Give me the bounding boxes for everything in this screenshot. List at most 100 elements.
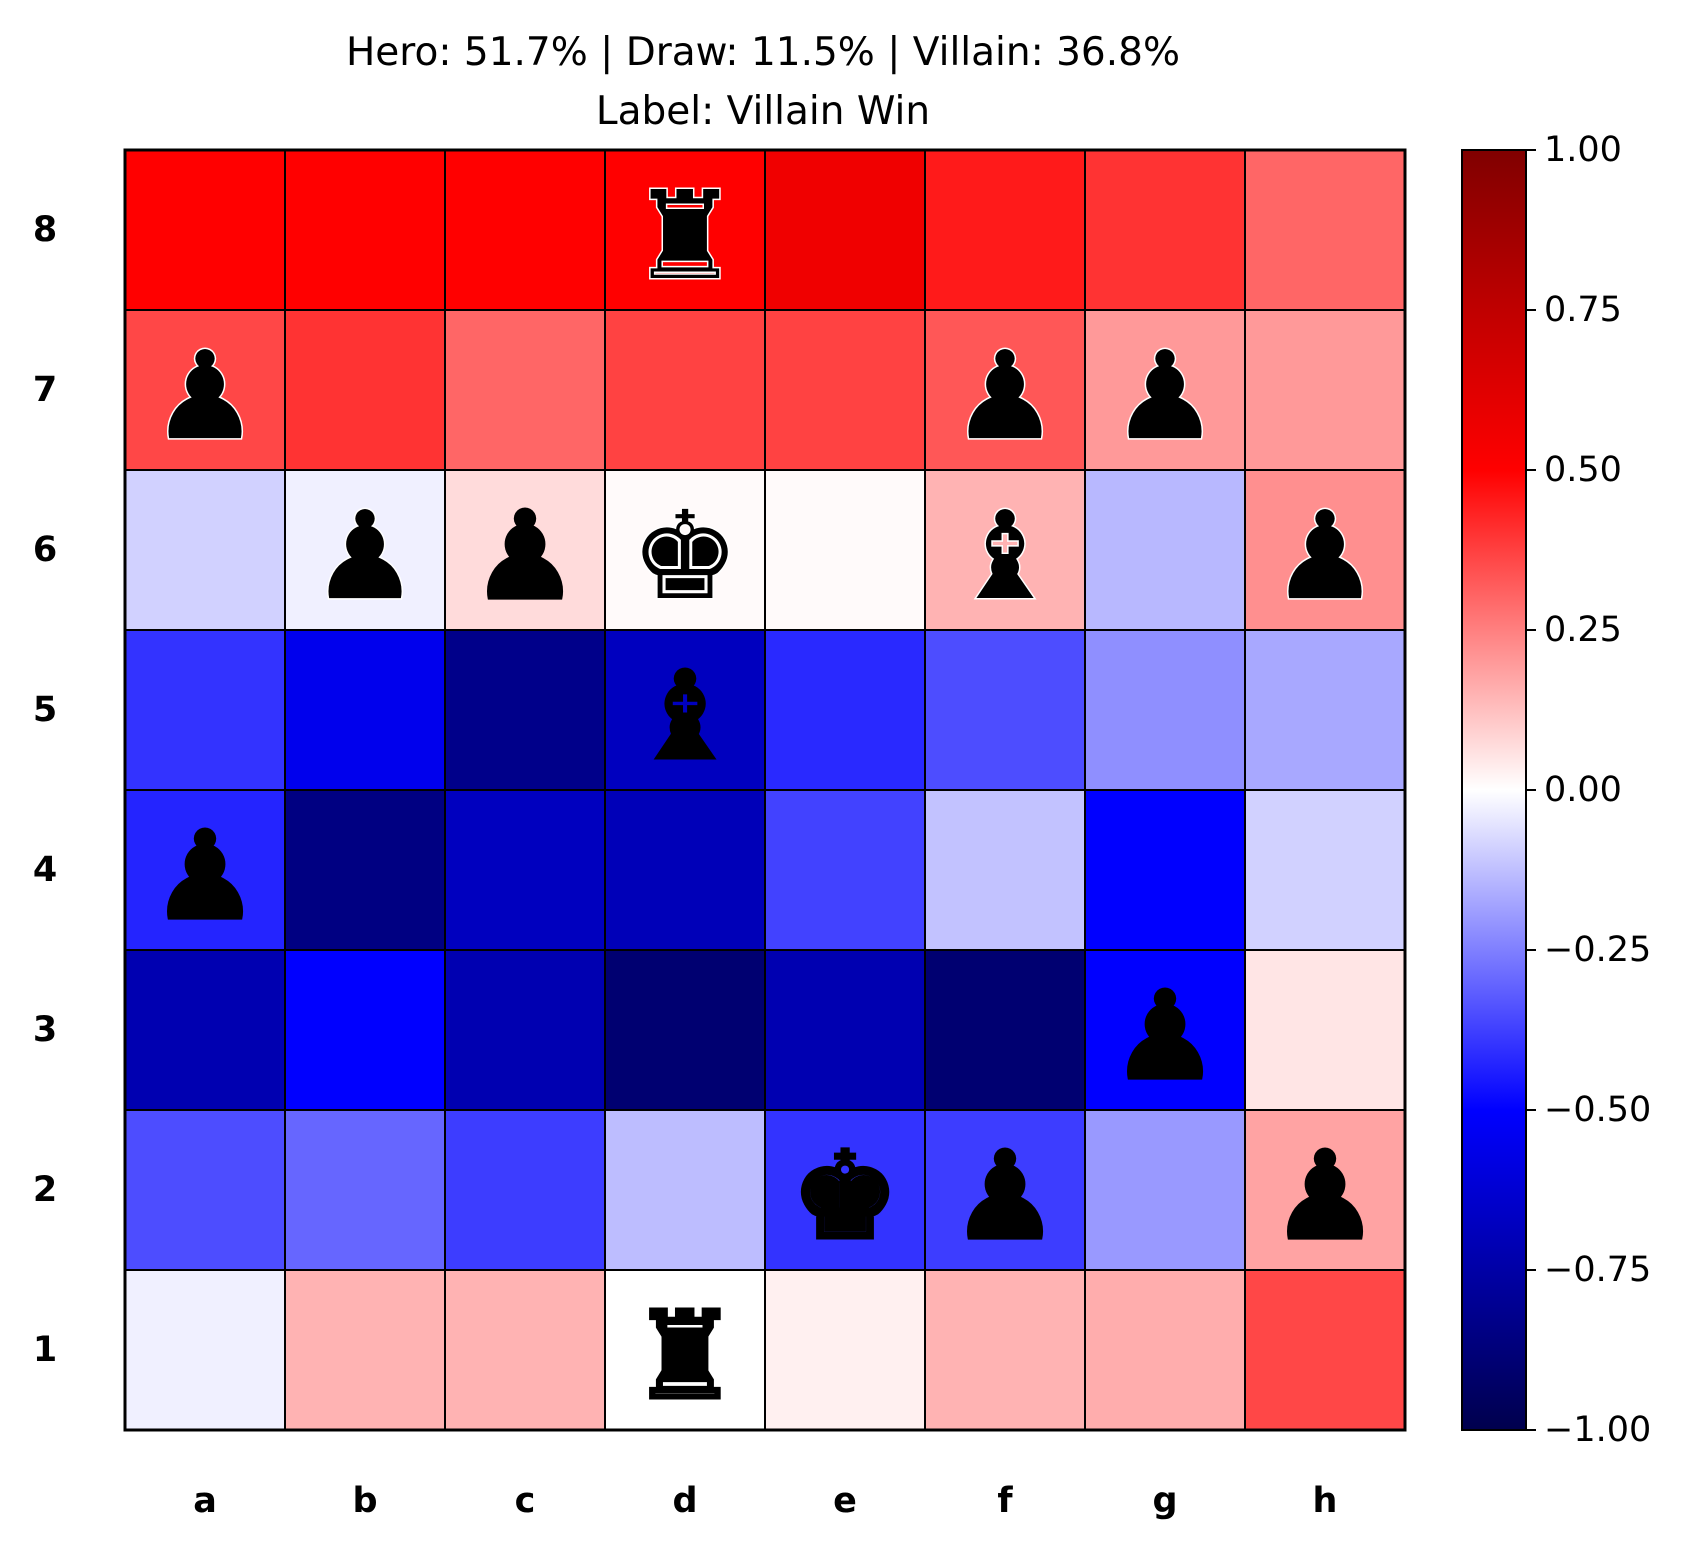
- colorbar-tick-label: −0.50: [1544, 1090, 1651, 1130]
- rank-label-8: 8: [33, 210, 57, 250]
- cell-b2: [284, 1109, 446, 1271]
- cell-c8: [444, 149, 606, 311]
- cell-c7: [444, 309, 606, 471]
- white-pawn-c6: ♟: [470, 485, 579, 627]
- colorbar: 1.00 0.75 0.50 0.25 0.00 −0.25 −0.50 −0.75 −1.00: [1461, 130, 1651, 1450]
- black-pawn-g7: ♟: [1110, 325, 1219, 467]
- cell-h7: [1244, 309, 1406, 471]
- rank-label-7: 7: [33, 370, 57, 410]
- black-rook-d8: ♜: [630, 165, 739, 307]
- cell-g5: [1084, 629, 1246, 791]
- cell-h3: [1244, 949, 1406, 1111]
- white-bishop-d5: ♝: [630, 645, 739, 787]
- rank-label-6: 6: [33, 530, 57, 570]
- colorbar-ticks: 1.00 0.75 0.50 0.25 0.00 −0.25 −0.50 −0.75 −1.00: [1526, 130, 1651, 1450]
- black-pawn-b6: ♟: [310, 485, 419, 627]
- cell-e8: [764, 149, 926, 311]
- cell-a6: [124, 469, 286, 631]
- board-pieces: ♜ ♟ ♟ ♟ ♟ ♟ ♚ ♝ ♟ ♝ ♟ ♟ ♚ ♟ ♟ ♜: [149, 164, 1381, 1429]
- file-label-f: f: [997, 1481, 1013, 1521]
- cell-f1: [924, 1269, 1086, 1431]
- cell-h8: [1244, 149, 1406, 311]
- cell-g3: [1084, 949, 1246, 1111]
- cell-h4: [1244, 789, 1406, 951]
- black-pawn-h6: ♟: [1270, 485, 1379, 627]
- file-label-a: a: [193, 1481, 217, 1521]
- cell-d3: [604, 949, 766, 1111]
- cell-f7: [924, 309, 1086, 471]
- cell-a8: [124, 149, 286, 311]
- colorbar-tick-label: −0.25: [1544, 930, 1651, 970]
- colorbar-tick-label: −0.75: [1544, 1250, 1651, 1290]
- cell-f8: [924, 149, 1086, 311]
- file-label-b: b: [352, 1481, 377, 1521]
- rank-label-2: 2: [33, 1170, 57, 1210]
- cell-b7: [284, 309, 446, 471]
- cell-f2: [924, 1109, 1086, 1271]
- black-king-d6: ♚: [630, 485, 739, 627]
- colorbar-tick-label: 0.50: [1544, 450, 1622, 490]
- white-pawn-h2: ♟: [1270, 1125, 1379, 1267]
- colorbar-tick-label: 0.00: [1544, 770, 1622, 810]
- cell-b1: [284, 1269, 446, 1431]
- cell-a2: [124, 1109, 286, 1271]
- cell-f6: [924, 469, 1086, 631]
- cell-d8: [604, 149, 766, 311]
- file-label-h: h: [1313, 1481, 1338, 1521]
- cell-f3: [924, 949, 1086, 1111]
- cell-g1: [1084, 1269, 1246, 1431]
- cell-c2: [444, 1109, 606, 1271]
- cell-h5: [1244, 629, 1406, 791]
- colorbar-tick-label: 0.75: [1544, 290, 1622, 330]
- white-king-e2: ♚: [790, 1125, 899, 1267]
- cell-d2: [604, 1109, 766, 1271]
- cell-d4: [604, 789, 766, 951]
- cell-e2: [764, 1109, 926, 1271]
- cell-b6: [284, 469, 446, 631]
- file-label-e: e: [833, 1481, 857, 1521]
- cell-a3: [124, 949, 286, 1111]
- white-pawn-a4: ♟: [150, 805, 259, 947]
- cell-f4: [924, 789, 1086, 951]
- cell-d5: [604, 629, 766, 791]
- cell-d7: [604, 309, 766, 471]
- chart-title-line-2: Label: Villain Win: [596, 89, 930, 134]
- colorbar-tick-label: −1.00: [1544, 1410, 1651, 1450]
- cell-g2: [1084, 1109, 1246, 1271]
- cell-b5: [284, 629, 446, 791]
- cell-f5: [924, 629, 1086, 791]
- cell-b8: [284, 149, 446, 311]
- rank-label-5: 5: [33, 690, 57, 730]
- cell-e7: [764, 309, 926, 471]
- rank-label-1: 1: [33, 1330, 57, 1370]
- cell-e5: [764, 629, 926, 791]
- rank-labels: 8 7 6 5 4 3 2 1: [33, 210, 57, 1370]
- cell-d6: [604, 469, 766, 631]
- cell-e3: [764, 949, 926, 1111]
- white-rook-d1: ♜: [630, 1285, 739, 1427]
- colorbar-gradient: [1461, 149, 1527, 1431]
- rank-label-4: 4: [33, 850, 57, 890]
- cell-c5: [444, 629, 606, 791]
- file-labels: a b c d e f g h: [193, 1481, 1337, 1521]
- cell-e6: [764, 469, 926, 631]
- colorbar-tick-label: 0.25: [1544, 610, 1622, 650]
- file-label-g: g: [1152, 1481, 1177, 1521]
- cell-b3: [284, 949, 446, 1111]
- chart-title-line-1: Hero: 51.7% | Draw: 11.5% | Villain: 36.…: [346, 30, 1180, 75]
- board-frame: [123, 148, 1407, 1432]
- cell-g8: [1084, 149, 1246, 311]
- cell-b4: [284, 789, 446, 951]
- file-label-c: c: [515, 1481, 536, 1521]
- white-pawn-g3: ♟: [1110, 965, 1219, 1107]
- cell-g6: [1084, 469, 1246, 631]
- white-pawn-f2: ♟: [950, 1125, 1059, 1267]
- cell-c1: [444, 1269, 606, 1431]
- cell-e1: [764, 1269, 926, 1431]
- cell-e4: [764, 789, 926, 951]
- cell-g4: [1084, 789, 1246, 951]
- cell-h2: [1244, 1109, 1406, 1271]
- cell-c4: [444, 789, 606, 951]
- black-bishop-f6: ♝: [950, 485, 1059, 627]
- cell-h1: [1244, 1269, 1406, 1431]
